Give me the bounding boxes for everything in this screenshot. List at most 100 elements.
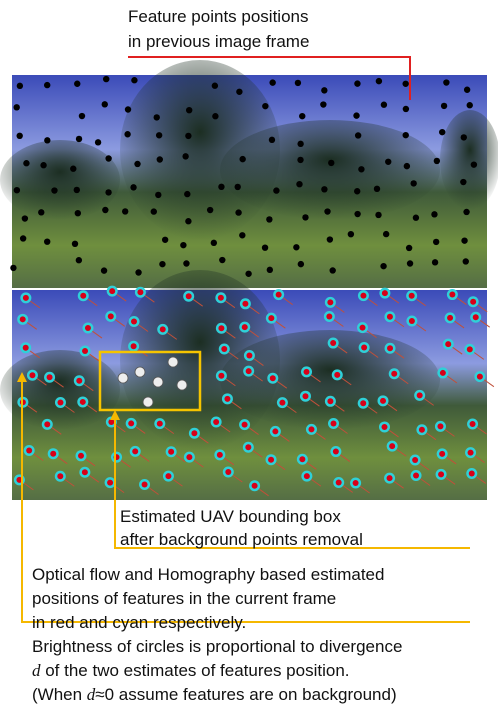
point bbox=[124, 131, 130, 137]
point bbox=[295, 80, 301, 86]
red-point bbox=[108, 313, 114, 319]
point bbox=[355, 132, 361, 138]
red-point bbox=[225, 469, 231, 475]
red-point bbox=[218, 373, 224, 379]
red-point bbox=[449, 292, 455, 298]
red-point bbox=[353, 480, 359, 486]
red-point bbox=[26, 447, 32, 453]
red-point bbox=[242, 422, 248, 428]
point bbox=[135, 269, 141, 275]
point bbox=[182, 153, 188, 159]
label-line: in previous image frame bbox=[128, 32, 309, 51]
red-point bbox=[470, 421, 476, 427]
red-point bbox=[467, 346, 473, 352]
red-point bbox=[246, 353, 252, 359]
red-point bbox=[276, 292, 282, 298]
red-point bbox=[109, 288, 115, 294]
point bbox=[404, 163, 410, 169]
label-line: positions of features in the current fra… bbox=[32, 589, 336, 608]
red-point bbox=[445, 341, 451, 347]
red-point bbox=[382, 290, 388, 296]
red-point bbox=[157, 421, 163, 427]
red-point bbox=[299, 456, 305, 462]
red-point bbox=[137, 289, 143, 295]
point bbox=[441, 103, 447, 109]
point bbox=[125, 106, 131, 112]
point bbox=[101, 267, 107, 273]
point bbox=[235, 209, 241, 215]
point bbox=[348, 231, 354, 237]
red-point bbox=[417, 392, 423, 398]
point bbox=[296, 181, 302, 187]
red-point bbox=[23, 295, 29, 301]
point bbox=[354, 188, 360, 194]
point bbox=[134, 161, 140, 167]
point bbox=[376, 78, 382, 84]
point bbox=[327, 236, 333, 242]
point bbox=[162, 237, 168, 243]
label-line: Estimated UAV bounding box bbox=[120, 507, 341, 526]
point bbox=[105, 155, 111, 161]
point bbox=[385, 159, 391, 165]
point bbox=[44, 82, 50, 88]
red-point bbox=[85, 325, 91, 331]
red-point bbox=[326, 314, 332, 320]
red-point bbox=[165, 473, 171, 479]
red-point bbox=[391, 371, 397, 377]
point bbox=[467, 102, 473, 108]
point bbox=[105, 189, 111, 195]
point bbox=[70, 166, 76, 172]
red-point bbox=[142, 482, 148, 488]
point bbox=[151, 208, 157, 214]
red-point bbox=[308, 426, 314, 432]
point bbox=[262, 244, 268, 250]
point bbox=[358, 166, 364, 172]
point bbox=[380, 263, 386, 269]
point bbox=[186, 107, 192, 113]
red-point bbox=[268, 457, 274, 463]
point bbox=[354, 80, 360, 86]
point bbox=[269, 79, 275, 85]
point bbox=[212, 113, 218, 119]
red-point bbox=[412, 457, 418, 463]
point bbox=[293, 244, 299, 250]
red-point bbox=[387, 475, 393, 481]
point bbox=[406, 245, 412, 251]
red-point bbox=[29, 372, 35, 378]
point bbox=[122, 208, 128, 214]
red-point bbox=[468, 450, 474, 456]
red-point bbox=[360, 325, 366, 331]
point bbox=[44, 238, 50, 244]
red-point bbox=[131, 343, 137, 349]
label-line: d of the two estimates of features posit… bbox=[32, 661, 350, 680]
label-line: in red and cyan respectively. bbox=[32, 613, 246, 632]
point bbox=[320, 101, 326, 107]
point bbox=[298, 261, 304, 267]
point bbox=[212, 83, 218, 89]
point bbox=[154, 114, 160, 120]
point bbox=[413, 215, 419, 221]
red-point bbox=[272, 428, 278, 434]
red-point bbox=[20, 316, 26, 322]
red-point bbox=[327, 299, 333, 305]
point bbox=[443, 79, 449, 85]
point bbox=[10, 265, 16, 271]
point bbox=[207, 207, 213, 213]
point bbox=[432, 259, 438, 265]
red-point bbox=[409, 318, 415, 324]
figure: Feature points positions in previous ima… bbox=[0, 0, 498, 708]
text: (When bbox=[32, 685, 87, 704]
red-point bbox=[128, 420, 134, 426]
red-point bbox=[242, 324, 248, 330]
point bbox=[20, 235, 26, 241]
red-point bbox=[360, 293, 366, 299]
point bbox=[433, 239, 439, 245]
point bbox=[266, 216, 272, 222]
point bbox=[410, 180, 416, 186]
red-point bbox=[447, 315, 453, 321]
red-point bbox=[186, 454, 192, 460]
red-point bbox=[80, 399, 86, 405]
point bbox=[180, 242, 186, 248]
red-point bbox=[131, 319, 137, 325]
label-line: Feature points positions bbox=[128, 7, 309, 26]
